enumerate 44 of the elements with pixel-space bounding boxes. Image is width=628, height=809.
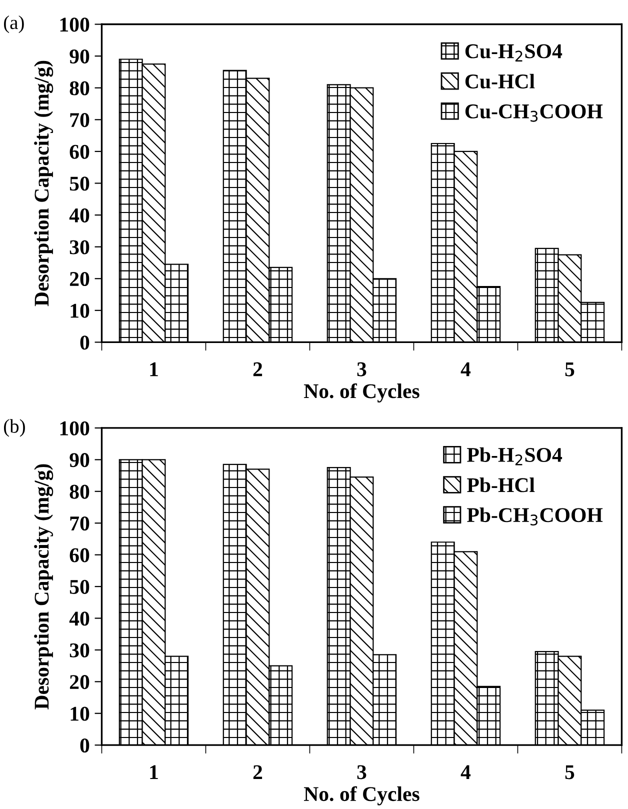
y-tick-label: 60 [70,548,90,562]
y-tick-label: 70 [70,516,90,531]
chart-title: (b) [4,419,25,437]
y-tick-label: 70 [70,113,90,128]
y-tick-label: 50 [70,580,90,594]
y-axis-title: Desorption Capacity (mg/g) [34,60,54,306]
x-tick-label: 3 [357,362,366,376]
y-tick-label: 50 [70,176,90,191]
x-tick-label: 4 [460,765,471,779]
x-tick-label: 5 [565,362,574,376]
legend-label: Pb-HCl [467,478,535,492]
legend-label: Cu-H$_{2}$SO4 [465,44,562,62]
x-tick-label: 1 [150,362,158,376]
y-tick-label: 100 [60,18,90,32]
y-tick-label: 30 [70,643,90,658]
y-tick-label: 40 [69,612,90,626]
y-tick-label: 40 [69,208,90,222]
legend-label: Pb-CH$_{3}$COOH [467,507,603,526]
x-tick-label: 2 [253,765,262,779]
x-tick-label: 1 [150,765,158,779]
y-tick-label: 10 [70,304,90,318]
chart-title: (a) [4,15,24,34]
x-tick-label: 5 [565,765,574,780]
y-tick-label: 80 [70,81,90,96]
y-tick-label: 80 [70,484,90,499]
x-tick-label: 2 [253,362,262,376]
y-tick-label: 30 [70,240,90,254]
y-tick-label: 90 [70,453,90,468]
y-tick-label: 90 [70,49,90,64]
y-axis-title: Desorption Capacity (mg/g) [34,464,54,710]
legend-label: Cu-HCl [465,74,535,89]
x-tick-label: 3 [357,765,366,780]
y-tick-label: 20 [70,272,90,286]
y-tick-label: 100 [60,421,90,436]
x-tick-label: 4 [460,362,471,376]
y-tick-label: 0 [80,336,90,350]
x-axis-title: No. of Cycles [304,786,420,806]
legend-label: Cu-CH$_{3}$COOH [465,104,603,122]
y-tick-label: 60 [70,144,90,159]
y-tick-label: 10 [70,706,90,721]
x-axis-title: No. of Cycles [304,383,420,402]
y-tick-label: 0 [80,738,90,753]
y-tick-label: 20 [70,675,90,690]
legend-label: Pb-H$_{2}$SO4 [467,447,562,466]
